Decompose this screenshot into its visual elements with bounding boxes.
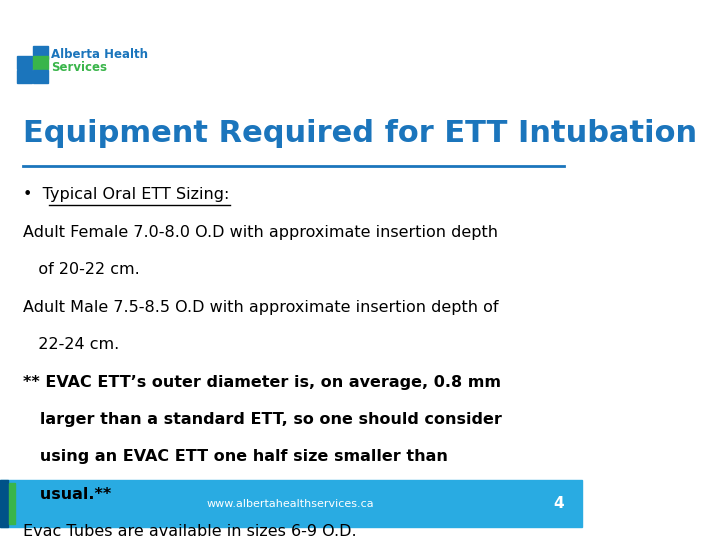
Text: 22-24 cm.: 22-24 cm. — [23, 337, 120, 352]
Bar — [9, 483, 14, 524]
Text: Adult Female 7.0-8.0 O.D with approximate insertion depth: Adult Female 7.0-8.0 O.D with approximat… — [23, 225, 498, 240]
Bar — [33, 70, 48, 83]
Text: Services: Services — [50, 61, 107, 74]
Text: Equipment Required for ETT Intubation: Equipment Required for ETT Intubation — [23, 119, 698, 147]
Text: ** EVAC ETT’s outer diameter is, on average, 0.8 mm: ** EVAC ETT’s outer diameter is, on aver… — [23, 375, 501, 389]
Text: of 20-22 cm.: of 20-22 cm. — [23, 262, 140, 277]
Text: 4: 4 — [554, 496, 564, 511]
Text: Alberta Health: Alberta Health — [50, 48, 148, 61]
Text: larger than a standard ETT, so one should consider: larger than a standard ETT, so one shoul… — [23, 412, 502, 427]
Bar — [0, 480, 8, 528]
Text: using an EVAC ETT one half size smaller than: using an EVAC ETT one half size smaller … — [23, 449, 448, 464]
Bar — [17, 70, 32, 83]
Bar — [17, 56, 32, 69]
Text: Evac Tubes are available in sizes 6-9 O.D.: Evac Tubes are available in sizes 6-9 O.… — [23, 524, 357, 539]
Text: usual.**: usual.** — [23, 487, 112, 502]
Text: •  Typical Oral ETT Sizing:: • Typical Oral ETT Sizing: — [23, 187, 230, 202]
Bar — [33, 56, 48, 69]
Text: Adult Male 7.5-8.5 O.D with approximate insertion depth of: Adult Male 7.5-8.5 O.D with approximate … — [23, 300, 499, 315]
Text: www.albertahealthservices.ca: www.albertahealthservices.ca — [207, 499, 374, 509]
Bar — [33, 46, 48, 59]
Bar — [0, 480, 582, 528]
